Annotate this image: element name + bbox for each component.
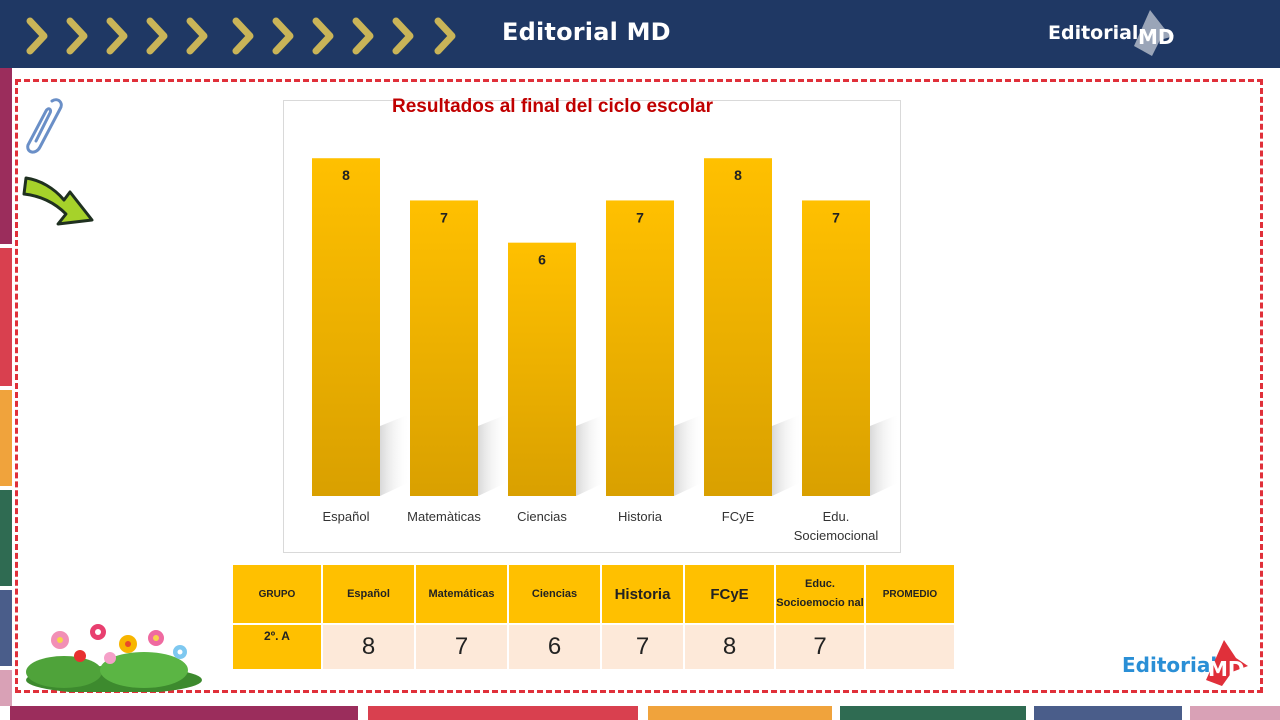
promedio-cell bbox=[864, 623, 956, 671]
header-espanol: Español bbox=[321, 563, 416, 625]
brand-logo-bottom: Editorial bbox=[1122, 653, 1218, 677]
header-matematicas: Matemáticas bbox=[414, 563, 509, 625]
left-decor-strip bbox=[0, 670, 12, 706]
arrow-icon bbox=[22, 176, 94, 226]
bar-shadow bbox=[576, 414, 606, 496]
data-label-5: 7 bbox=[832, 209, 840, 225]
bar-shadow bbox=[478, 414, 508, 496]
data-label-3: 7 bbox=[636, 209, 644, 225]
bar-2 bbox=[508, 242, 576, 496]
bottom-decor-strip bbox=[10, 706, 358, 720]
header-bar: Editorial MD Editorial MD bbox=[0, 0, 1280, 68]
header-promedio: PROMEDIO bbox=[864, 563, 956, 625]
grade-cell: 7 bbox=[774, 623, 866, 671]
md-logo-icon-bottom: MD bbox=[1206, 640, 1248, 686]
content-frame bbox=[15, 79, 1263, 693]
grade-cell: 7 bbox=[600, 623, 685, 671]
md-logo-icon: MD bbox=[1134, 10, 1175, 56]
x-tick-label-5-1: Sociemocional bbox=[794, 528, 879, 543]
header-ciencias: Ciencias bbox=[507, 563, 602, 625]
x-tick-label-1: Matemàticas bbox=[407, 509, 481, 524]
bar-5 bbox=[802, 200, 870, 496]
data-label-2: 6 bbox=[538, 252, 546, 268]
chart-title: Resultados al final del ciclo escolar bbox=[392, 96, 714, 117]
chevron-decoration-icon bbox=[26, 17, 456, 55]
table-row: 2º. A 8 7 6 7 8 7 bbox=[231, 623, 956, 671]
bottom-decor-strip bbox=[840, 706, 1026, 720]
bar-3 bbox=[606, 200, 674, 496]
x-tick-label-2: Ciencias bbox=[517, 509, 567, 524]
table-header-row: GRUPO Español Matemáticas Ciencias Histo… bbox=[231, 563, 956, 625]
left-decor-strip bbox=[0, 248, 12, 386]
header-fcye: FCyE bbox=[683, 563, 776, 625]
grade-cell: 7 bbox=[414, 623, 509, 671]
bar-1 bbox=[410, 200, 478, 496]
group-cell: 2º. A bbox=[231, 623, 323, 671]
bottom-decor-strip bbox=[368, 706, 638, 720]
flowers-illustration bbox=[26, 624, 202, 692]
bar-4 bbox=[704, 158, 772, 496]
bottom-decor-strip bbox=[1034, 706, 1182, 720]
left-decor-strip bbox=[0, 390, 12, 486]
bottom-decor-strip bbox=[648, 706, 832, 720]
bar-0 bbox=[312, 158, 380, 496]
x-tick-label-4: FCyE bbox=[722, 509, 755, 524]
bar-shadow bbox=[380, 414, 410, 496]
page-title: Editorial MD bbox=[502, 18, 671, 46]
bar-shadow bbox=[674, 414, 704, 496]
svg-text:MD: MD bbox=[1208, 657, 1245, 681]
left-decor-strip bbox=[0, 490, 12, 586]
svg-text:MD: MD bbox=[1138, 25, 1175, 49]
grade-cell: 8 bbox=[683, 623, 776, 671]
bar-shadow bbox=[772, 414, 802, 496]
x-tick-label-3: Historia bbox=[618, 509, 663, 524]
results-table: GRUPO Español Matemáticas Ciencias Histo… bbox=[231, 563, 956, 671]
bottom-decor-strip bbox=[1190, 706, 1280, 720]
header-socioemocional: Educ. Socioemocio nal bbox=[774, 563, 866, 625]
header-grupo: GRUPO bbox=[231, 563, 323, 625]
grade-cell: 6 bbox=[507, 623, 602, 671]
data-label-0: 8 bbox=[342, 167, 350, 183]
brand-logo-text: Editorial bbox=[1048, 22, 1139, 44]
left-decor-strip bbox=[0, 68, 12, 244]
data-label-1: 7 bbox=[440, 209, 448, 225]
x-tick-label-5-0: Edu. bbox=[823, 509, 850, 524]
paperclip-icon bbox=[26, 98, 63, 154]
x-tick-label-0: Español bbox=[323, 509, 370, 524]
grade-cell: 8 bbox=[321, 623, 416, 671]
left-decor-strip bbox=[0, 590, 12, 666]
data-label-4: 8 bbox=[734, 167, 742, 183]
bar-shadow bbox=[870, 414, 900, 496]
bar-chart: 8 Español 7 Matemàticas 6 Ciencias 7 Historia 8 F… bbox=[312, 158, 900, 543]
header-historia: Historia bbox=[600, 563, 685, 625]
